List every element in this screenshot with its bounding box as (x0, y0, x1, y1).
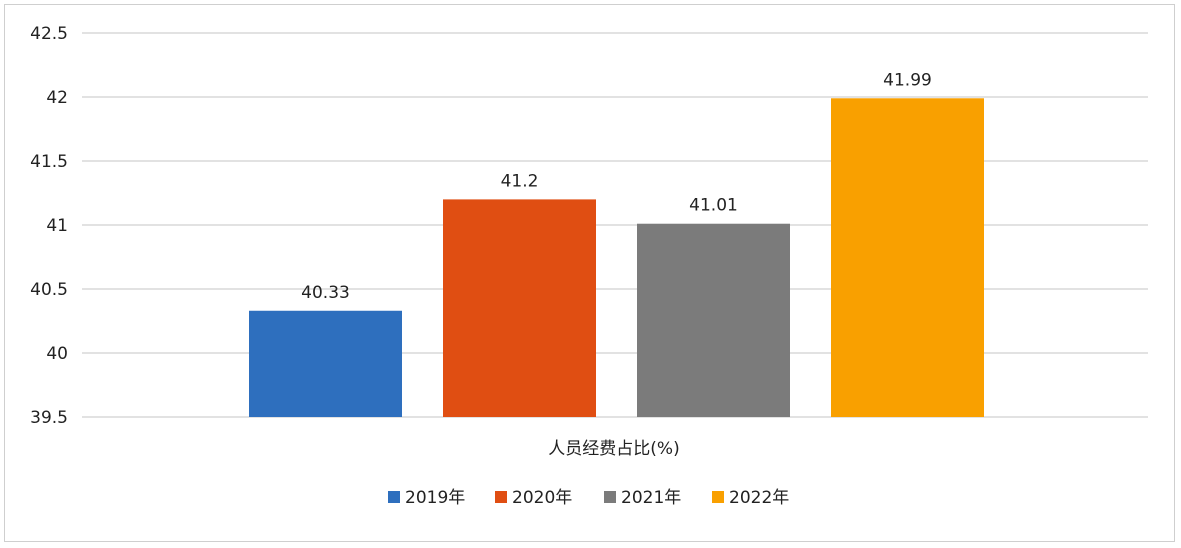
y-tick-label: 41.5 (30, 152, 68, 172)
data-label: 41.01 (689, 196, 738, 216)
data-label: 40.33 (301, 283, 350, 303)
y-tick-label: 42 (46, 88, 68, 108)
y-tick-label: 40.5 (30, 280, 68, 300)
category-label: 人员经费占比(%) (548, 439, 679, 459)
data-label: 41.2 (501, 171, 539, 191)
legend-swatch (604, 491, 616, 503)
bar-2020年 (443, 199, 596, 417)
legend-swatch (388, 491, 400, 503)
legend-label: 2021年 (621, 488, 681, 508)
data-label: 41.99 (883, 70, 932, 90)
bar-2019年 (249, 310, 402, 417)
y-tick-label: 41 (46, 216, 68, 236)
legend-label: 2022年 (729, 488, 789, 508)
bar-2022年 (831, 98, 984, 417)
y-tick-label: 39.5 (30, 408, 68, 428)
bar-2021年 (637, 223, 790, 417)
legend-label: 2019年 (405, 488, 465, 508)
y-tick-label: 40 (46, 344, 68, 364)
legend-label: 2020年 (512, 488, 572, 508)
legend-swatch (712, 491, 724, 503)
legend-swatch (495, 491, 507, 503)
y-tick-label: 42.5 (30, 24, 68, 44)
